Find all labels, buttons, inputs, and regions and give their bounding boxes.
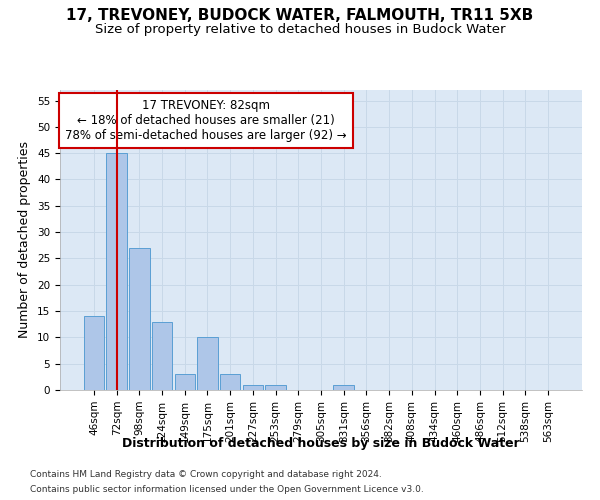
Text: Size of property relative to detached houses in Budock Water: Size of property relative to detached ho… xyxy=(95,22,505,36)
Text: Contains HM Land Registry data © Crown copyright and database right 2024.: Contains HM Land Registry data © Crown c… xyxy=(30,470,382,479)
Text: Distribution of detached houses by size in Budock Water: Distribution of detached houses by size … xyxy=(122,438,520,450)
Bar xyxy=(265,384,286,390)
Bar xyxy=(152,322,172,390)
Bar xyxy=(129,248,149,390)
Bar xyxy=(84,316,104,390)
Y-axis label: Number of detached properties: Number of detached properties xyxy=(19,142,31,338)
Bar xyxy=(106,153,127,390)
Text: 17 TREVONEY: 82sqm
← 18% of detached houses are smaller (21)
78% of semi-detache: 17 TREVONEY: 82sqm ← 18% of detached hou… xyxy=(65,99,347,142)
Text: Contains public sector information licensed under the Open Government Licence v3: Contains public sector information licen… xyxy=(30,485,424,494)
Text: 17, TREVONEY, BUDOCK WATER, FALMOUTH, TR11 5XB: 17, TREVONEY, BUDOCK WATER, FALMOUTH, TR… xyxy=(67,8,533,22)
Bar xyxy=(197,338,218,390)
Bar xyxy=(242,384,263,390)
Bar xyxy=(334,384,354,390)
Bar xyxy=(175,374,195,390)
Bar xyxy=(220,374,241,390)
